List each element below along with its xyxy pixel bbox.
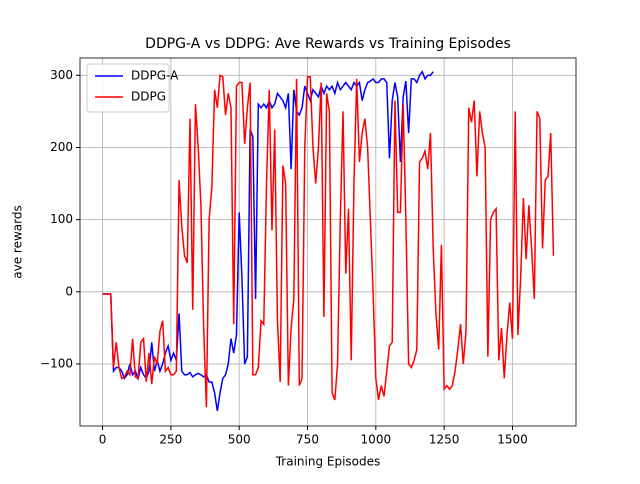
- x-tick-label: 500: [228, 433, 251, 447]
- y-axis-label: ave rewards: [11, 205, 25, 278]
- x-tick-label: 1000: [361, 433, 392, 447]
- chart-title: DDPG-A vs DDPG: Ave Rewards vs Training …: [145, 36, 511, 52]
- x-tick-label: 1250: [429, 433, 460, 447]
- y-tick-label: 100: [50, 212, 73, 226]
- series-line: [102, 74, 555, 408]
- legend-label: DDPG: [131, 90, 166, 104]
- x-tick-label: 0: [99, 433, 107, 447]
- plot-frame: [79, 57, 577, 427]
- legend-label: DDPG-A: [131, 69, 179, 83]
- x-tick-label: 1500: [497, 433, 528, 447]
- x-tick-label: 250: [159, 433, 182, 447]
- y-tick-label: −100: [40, 356, 73, 370]
- y-tick-label: 300: [50, 68, 73, 82]
- x-tick-label: 750: [296, 433, 319, 447]
- y-tick-label: 0: [65, 284, 73, 298]
- y-tick-label: 200: [50, 140, 73, 154]
- x-axis-label: Training Episodes: [275, 455, 381, 469]
